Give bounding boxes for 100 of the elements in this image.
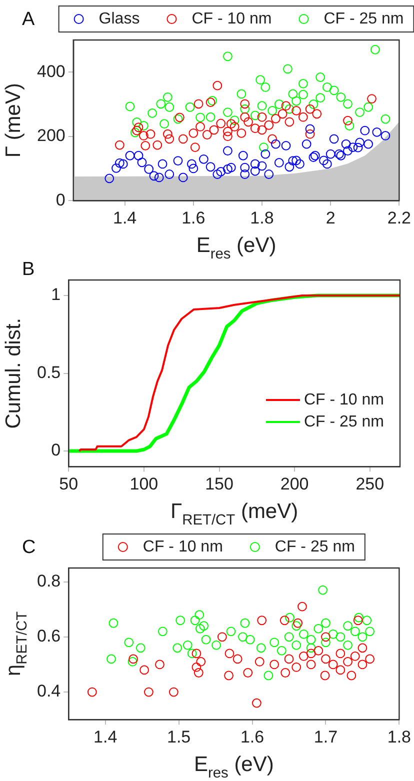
point bbox=[316, 93, 325, 103]
point bbox=[364, 139, 374, 149]
point bbox=[260, 82, 270, 92]
point bbox=[292, 96, 301, 106]
point bbox=[112, 163, 121, 173]
point bbox=[264, 170, 274, 179]
point bbox=[348, 142, 358, 152]
y-axis-title: Γ (meV) bbox=[2, 83, 25, 158]
point bbox=[281, 101, 291, 111]
y-tick-label: 0.4 bbox=[36, 682, 61, 701]
point bbox=[257, 101, 267, 111]
point bbox=[278, 109, 288, 119]
point bbox=[160, 119, 169, 129]
point bbox=[104, 174, 114, 184]
point bbox=[305, 104, 315, 114]
point bbox=[118, 159, 128, 169]
point bbox=[134, 150, 144, 160]
point bbox=[306, 634, 316, 644]
point bbox=[240, 618, 250, 628]
point bbox=[355, 108, 364, 117]
point bbox=[284, 162, 294, 172]
point bbox=[128, 657, 138, 666]
point bbox=[302, 139, 312, 149]
point bbox=[212, 640, 221, 650]
point bbox=[240, 99, 250, 109]
point bbox=[292, 156, 301, 166]
point bbox=[314, 646, 324, 656]
legend-label: CF - 25 nm bbox=[324, 10, 404, 28]
point bbox=[271, 114, 280, 124]
point bbox=[108, 618, 118, 628]
point bbox=[186, 159, 196, 169]
x-tick-label: 50 bbox=[59, 474, 78, 494]
point bbox=[188, 164, 198, 174]
point bbox=[284, 632, 294, 642]
point bbox=[146, 129, 156, 139]
point bbox=[134, 122, 144, 132]
y-tick-label: 0 bbox=[51, 440, 61, 460]
point bbox=[201, 634, 211, 644]
point bbox=[336, 92, 346, 102]
point bbox=[149, 171, 159, 181]
point bbox=[223, 164, 232, 174]
legend-label: CF - 25 nm bbox=[274, 538, 355, 556]
point bbox=[285, 612, 294, 622]
point bbox=[288, 156, 298, 166]
point bbox=[380, 114, 390, 124]
point bbox=[223, 108, 232, 117]
point bbox=[380, 131, 390, 140]
point bbox=[238, 632, 248, 642]
point bbox=[284, 104, 294, 114]
point bbox=[360, 126, 370, 136]
point bbox=[353, 616, 363, 626]
point bbox=[236, 89, 246, 99]
x-tick-label: 1.4 bbox=[112, 208, 137, 228]
point bbox=[358, 643, 368, 653]
x-tick-label: 1.8 bbox=[250, 208, 274, 228]
legend-label: CF - 10 nm bbox=[142, 538, 223, 556]
point bbox=[196, 112, 205, 122]
point bbox=[298, 602, 307, 612]
point bbox=[344, 121, 354, 130]
point bbox=[328, 629, 338, 639]
point bbox=[358, 632, 368, 642]
point bbox=[125, 102, 135, 112]
point bbox=[194, 610, 204, 620]
legend-label: CF - 10 nm bbox=[304, 391, 384, 408]
point bbox=[310, 150, 320, 160]
point bbox=[224, 670, 234, 680]
point bbox=[212, 80, 222, 90]
point bbox=[252, 698, 262, 708]
x-tick-label: 1.6 bbox=[240, 727, 264, 746]
point bbox=[178, 172, 188, 182]
point bbox=[206, 112, 216, 122]
point bbox=[284, 117, 294, 127]
y-tick-label: 0 bbox=[56, 190, 66, 210]
x-tick-label: 1.4 bbox=[94, 727, 118, 746]
point bbox=[358, 660, 368, 670]
legend-label: CF - 25 nm bbox=[304, 413, 384, 430]
point bbox=[257, 112, 267, 122]
point bbox=[226, 162, 236, 172]
point bbox=[128, 654, 138, 664]
x-tick-label: 1.7 bbox=[314, 727, 338, 746]
legend-label: Glass bbox=[98, 10, 140, 28]
point bbox=[216, 118, 226, 128]
y-tick-label: 1 bbox=[51, 285, 61, 304]
point bbox=[354, 612, 364, 622]
point bbox=[226, 626, 236, 636]
point bbox=[343, 116, 352, 126]
point bbox=[321, 632, 330, 642]
point bbox=[328, 660, 338, 670]
point bbox=[292, 106, 301, 116]
point bbox=[137, 158, 147, 168]
point bbox=[190, 142, 200, 152]
point bbox=[154, 172, 164, 182]
point bbox=[144, 164, 154, 174]
point bbox=[209, 125, 219, 135]
y-tick-label: 0.5 bbox=[36, 362, 61, 382]
y-tick-label: 0.6 bbox=[36, 626, 61, 646]
point bbox=[173, 156, 183, 166]
point bbox=[306, 648, 316, 658]
point bbox=[370, 44, 380, 54]
point bbox=[168, 687, 178, 697]
